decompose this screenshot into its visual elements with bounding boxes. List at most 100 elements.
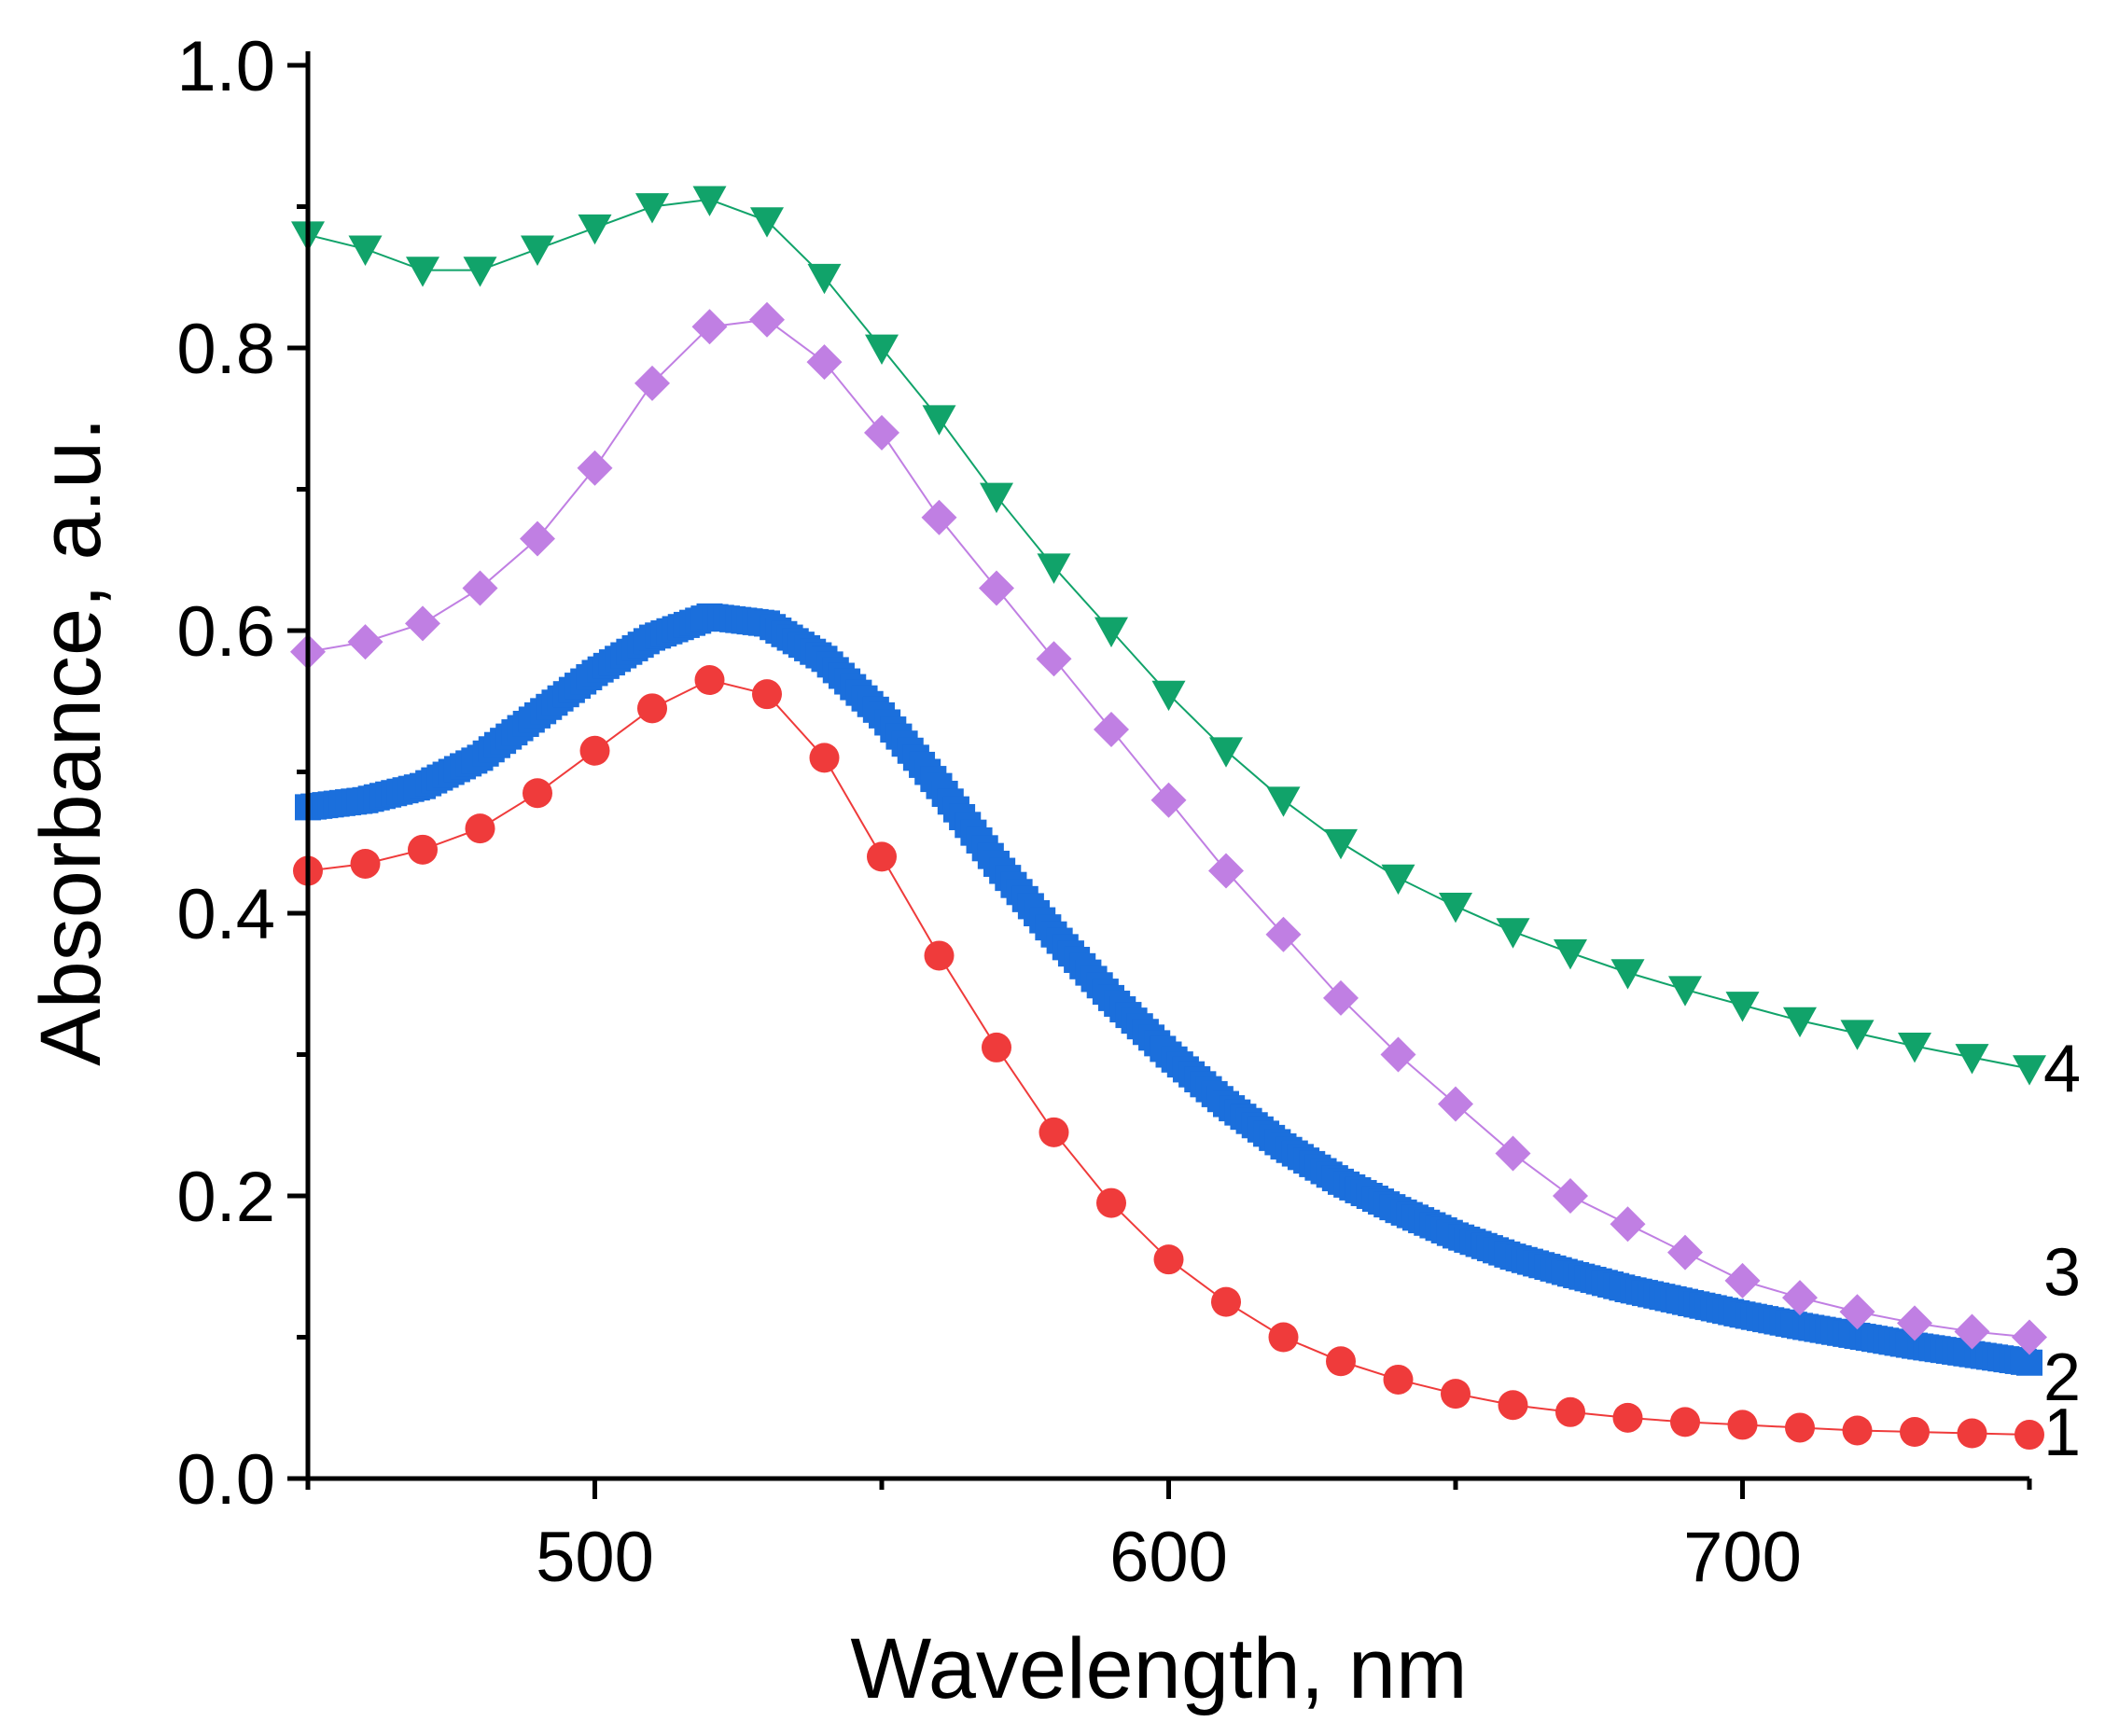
series-layer xyxy=(290,186,2047,1451)
data-point xyxy=(1785,1412,1815,1443)
data-point xyxy=(1324,828,1358,860)
x-tick-label: 700 xyxy=(1683,1518,1802,1597)
labels-layer: 0.0 0.2 0.4 0.6 0.8 1.0 500 600 700 12 3 4 xyxy=(176,27,2081,1597)
data-point xyxy=(1495,1135,1531,1172)
data-point xyxy=(750,207,784,238)
data-point xyxy=(1438,1086,1473,1122)
data-point xyxy=(864,414,899,451)
data-point xyxy=(1094,712,1129,748)
data-point xyxy=(2014,1420,2044,1451)
series-1 xyxy=(293,665,2044,1451)
data-point xyxy=(807,263,842,295)
data-point xyxy=(348,235,383,266)
data-point xyxy=(867,841,897,872)
data-point xyxy=(1955,1044,1989,1075)
y-tick-label: 0.0 xyxy=(176,1440,275,1520)
data-point xyxy=(408,834,438,865)
data-point xyxy=(1150,782,1187,818)
data-point xyxy=(405,605,440,642)
data-point xyxy=(1209,737,1243,768)
data-point xyxy=(406,257,439,287)
ticks-layer xyxy=(287,62,2032,1499)
data-point xyxy=(1724,1262,1761,1299)
y-tick-label: 0.2 xyxy=(176,1158,275,1237)
data-point xyxy=(462,570,498,606)
data-point xyxy=(1612,1402,1643,1433)
data-point xyxy=(1839,1294,1875,1330)
data-point xyxy=(979,570,1014,606)
data-point xyxy=(1496,918,1530,949)
data-point xyxy=(980,482,1013,514)
data-point xyxy=(865,334,899,365)
curve-label-3: 3 xyxy=(2043,1236,2081,1311)
data-point xyxy=(1036,641,1072,677)
data-point xyxy=(1151,680,1186,712)
data-point xyxy=(1667,1234,1703,1271)
curve-label-4: 4 xyxy=(2043,1033,2081,1107)
data-point xyxy=(1323,979,1359,1016)
curve-label-2: 2 xyxy=(2043,1340,2081,1415)
data-point xyxy=(635,193,669,224)
data-point xyxy=(350,848,381,879)
x-axis-title: Wavelength, nm xyxy=(850,1621,1467,1716)
data-point xyxy=(1326,1346,1356,1377)
y-tick-label: 0.6 xyxy=(176,592,275,672)
data-point xyxy=(579,735,610,766)
series-4 xyxy=(291,186,2046,1086)
x-tick-label: 600 xyxy=(1109,1518,1228,1597)
data-point xyxy=(809,743,840,773)
x-tick-label: 500 xyxy=(536,1518,654,1597)
data-point xyxy=(1900,1417,1930,1448)
data-point xyxy=(523,778,552,809)
data-point xyxy=(1957,1418,1987,1449)
data-point xyxy=(1554,939,1587,970)
data-point xyxy=(577,450,613,486)
series-2 xyxy=(295,603,2042,1376)
data-point xyxy=(692,186,727,216)
data-point xyxy=(1037,553,1071,584)
data-point xyxy=(2013,1055,2046,1086)
data-point xyxy=(1381,864,1415,896)
data-point xyxy=(1954,1313,1990,1350)
y-axis-title: Absorbance, a.u. xyxy=(23,417,118,1066)
data-point xyxy=(1380,1036,1416,1073)
series-4-line xyxy=(307,198,2030,1070)
data-point xyxy=(634,365,670,401)
data-point xyxy=(1211,1286,1241,1317)
y-tick-label: 0.8 xyxy=(176,310,275,389)
data-point xyxy=(1782,1280,1818,1316)
data-point xyxy=(521,235,554,266)
data-point xyxy=(1842,1415,1873,1446)
data-point xyxy=(694,665,725,696)
data-point xyxy=(1553,1178,1588,1214)
data-point xyxy=(463,257,497,287)
data-point xyxy=(691,309,728,345)
data-point xyxy=(922,405,956,436)
data-point xyxy=(1840,1020,1875,1050)
data-point xyxy=(1441,1379,1471,1410)
data-point xyxy=(1096,1187,1126,1218)
data-point xyxy=(1727,1410,1758,1440)
data-point xyxy=(465,813,495,844)
data-point xyxy=(1610,1206,1646,1243)
data-point xyxy=(1555,1396,1585,1427)
data-point xyxy=(1208,853,1244,889)
data-point xyxy=(806,344,843,381)
data-point xyxy=(1383,1364,1414,1395)
data-point xyxy=(1094,617,1128,647)
data-point xyxy=(1153,1244,1184,1275)
series-3 xyxy=(290,301,2047,1355)
data-point xyxy=(2012,1319,2047,1355)
data-point xyxy=(1783,1007,1817,1038)
data-point xyxy=(1039,1117,1069,1147)
data-point xyxy=(1670,1407,1700,1437)
data-point xyxy=(752,679,782,710)
data-point xyxy=(749,301,785,338)
data-point xyxy=(921,499,957,535)
data-point xyxy=(1668,976,1702,1007)
data-point xyxy=(520,521,555,557)
data-point xyxy=(982,1032,1011,1062)
data-point xyxy=(1268,1322,1299,1353)
data-point xyxy=(924,940,955,971)
